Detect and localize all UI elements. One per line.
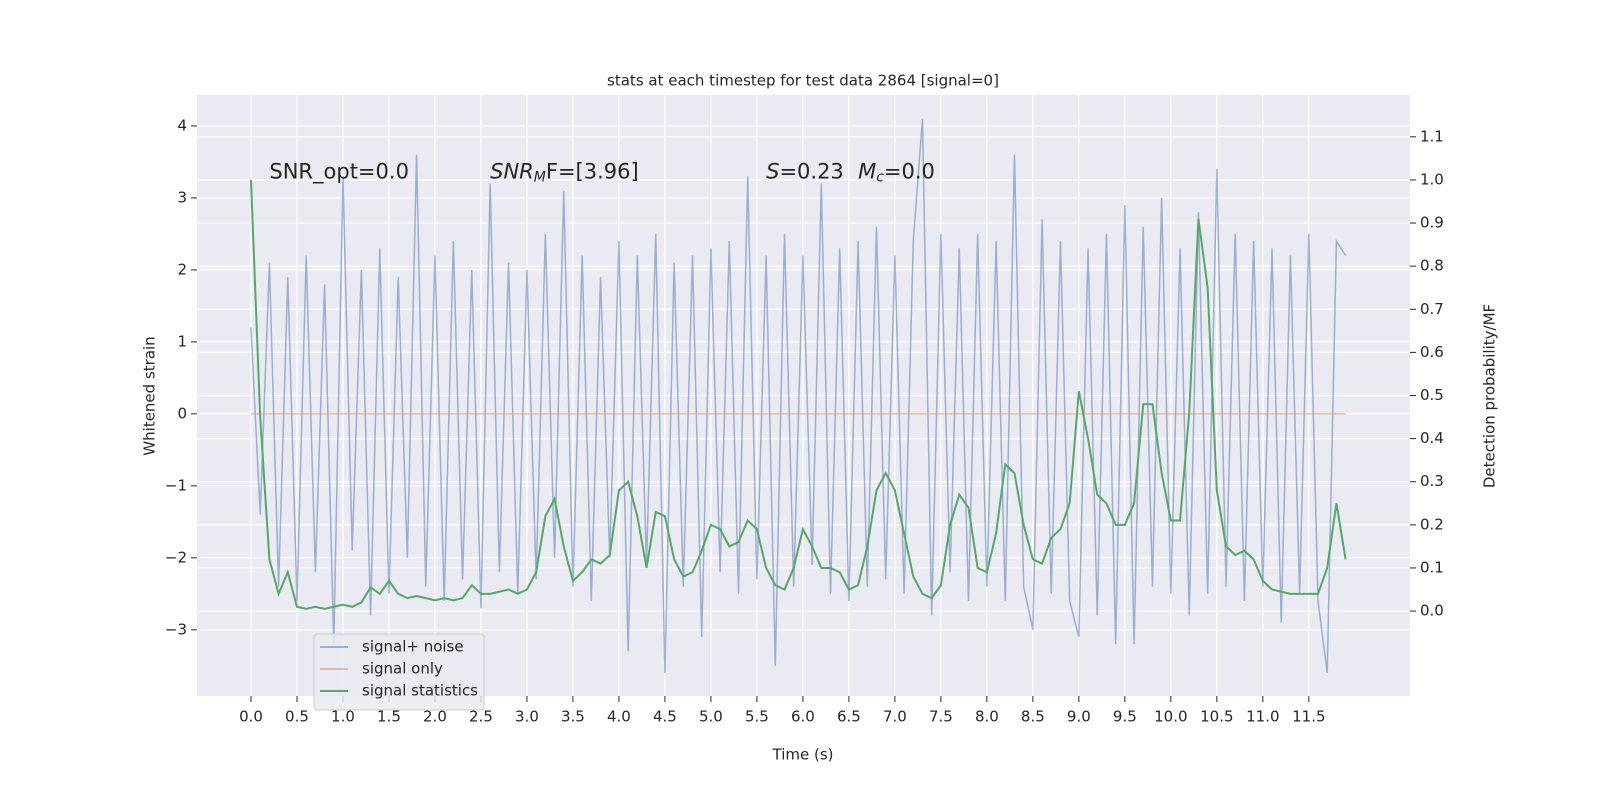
y-tick-label: −2: [165, 548, 187, 566]
legend-label: signal+ noise: [362, 638, 464, 656]
y2-tick-label: 0.5: [1420, 386, 1444, 404]
x-tick-label: 5.0: [699, 708, 723, 726]
annotation-part: SNR: [490, 160, 534, 184]
x-tick-label: 7.5: [929, 708, 953, 726]
annotation-part: S: [766, 160, 779, 184]
x-tick-label: 4.0: [607, 708, 631, 726]
x-tick-label: 2.5: [469, 708, 493, 726]
y-tick-label: 3: [177, 188, 187, 206]
x-tick-label: 7.0: [883, 708, 907, 726]
x-tick-label: 3.5: [561, 708, 585, 726]
x-tick-label: 5.5: [745, 708, 769, 726]
x-tick-label: 6.0: [791, 708, 815, 726]
chart-title: stats at each timestep for test data 286…: [607, 72, 999, 90]
y2-tick-label: 0.1: [1420, 558, 1444, 576]
annotation: SNRMF=[3.96]: [490, 160, 639, 186]
annotation-part: SNR_opt=0.0: [269, 160, 409, 185]
legend-label: signal statistics: [362, 682, 478, 700]
x-tick-label: 2.0: [423, 708, 447, 726]
x-tick-label: 9.0: [1067, 708, 1091, 726]
y2-tick-label: 0.2: [1420, 515, 1444, 533]
series-line: [249, 179, 1347, 610]
x-tick-label: 10.0: [1154, 708, 1187, 726]
annotation-part: =0.0: [884, 160, 935, 184]
y-tick-label: 4: [177, 116, 187, 134]
y-tick-label: −3: [165, 620, 187, 638]
y2-tick-label: 0.0: [1420, 602, 1444, 620]
series-line: [250, 118, 1347, 674]
annotation-part: c: [876, 170, 884, 186]
x-tick-label: 6.5: [837, 708, 861, 726]
x-tick-label: 4.5: [653, 708, 677, 726]
x-tick-label: 1.5: [377, 708, 401, 726]
y-tick-label: 0: [177, 404, 187, 422]
x-tick-label: 11.5: [1292, 708, 1325, 726]
legend-label: signal only: [362, 660, 443, 678]
y-tick-label: −1: [165, 476, 187, 494]
x-tick-label: 8.0: [975, 708, 999, 726]
legend-box: [313, 633, 485, 711]
x-tick-label: 0.5: [285, 708, 309, 726]
x-axis-label: Time (s): [772, 746, 834, 764]
y2-tick-label: 0.8: [1420, 257, 1444, 275]
x-tick-label: 3.0: [515, 708, 539, 726]
annotation-part: M: [858, 160, 876, 184]
annotation: S=0.23: [766, 160, 844, 184]
y2-tick-label: 1.0: [1420, 170, 1444, 188]
y2-tick-label: 0.9: [1420, 214, 1444, 232]
annotation-part: F=[3.96]: [546, 160, 639, 184]
annotation-part: M: [534, 170, 546, 186]
annotation: SNR_opt=0.0: [269, 160, 409, 185]
y2-tick-label: 0.4: [1420, 429, 1444, 447]
annotation-part: =0.23: [779, 160, 843, 184]
x-tick-label: 11.0: [1246, 708, 1279, 726]
x-tick-label: 10.5: [1200, 708, 1233, 726]
annotation: Mc=0.0: [858, 160, 935, 186]
x-tick-label: 1.0: [331, 708, 355, 726]
y2-axis-label: Detection probability/MF: [1481, 304, 1499, 488]
y2-tick-label: 0.7: [1420, 300, 1444, 318]
x-tick-label: 9.5: [1113, 708, 1137, 726]
x-tick-label: 0.0: [239, 708, 263, 726]
y2-tick-label: 0.6: [1420, 343, 1444, 361]
y-tick-label: 2: [177, 260, 187, 278]
x-tick-label: 8.5: [1021, 708, 1045, 726]
y2-tick-label: 0.3: [1420, 472, 1444, 490]
y2-tick-label: 1.1: [1420, 127, 1444, 145]
y-tick-label: 1: [177, 332, 187, 350]
y-axis-label: Whitened strain: [141, 336, 159, 455]
